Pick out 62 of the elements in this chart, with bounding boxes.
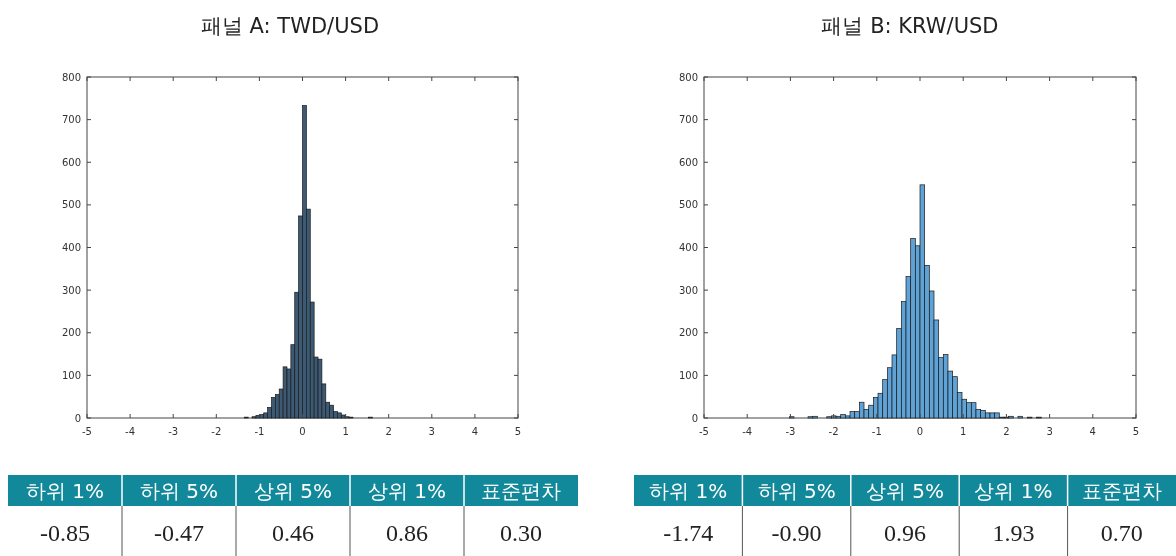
x-tick-label: 0 [299,426,306,437]
category-label: 상위 5% [253,479,333,503]
y-tick-label: 100 [61,369,81,381]
x-tick-label: -3 [168,426,179,437]
y-tick-label: 0 [74,412,81,424]
data-label: 0.96 [884,520,926,546]
chart-title: 패널 A: TWD/USD [200,14,380,38]
x-tick-label: -1 [871,426,882,437]
y-tick-label: 300 [61,284,81,296]
x-tick-label: -1 [254,426,265,437]
y-tick-label: 500 [678,199,698,211]
x-tick-label: 5 [514,426,522,437]
x-tick-label: 0 [916,426,924,437]
x-tick-label: 1 [342,426,349,437]
category-label: 하위 1% [25,479,105,503]
category-label: 표준편차 [1081,479,1162,503]
data-label: 0.46 [272,520,314,546]
y-tick-label: 300 [678,284,698,296]
category-label: 하위 5% [139,479,219,503]
x-tick-label: 3 [1046,426,1053,437]
data-label: 0.70 [1100,520,1143,546]
chart-title: 패널 B: KRW/USD [821,14,999,38]
x-tick-label: -4 [125,426,136,437]
x-tick-label: 2 [385,426,392,437]
y-tick-label: 200 [678,327,698,339]
category-label: 표준편차 [481,479,561,503]
x-tick-label: 2 [1003,426,1010,437]
x-tick-label: -2 [828,426,839,437]
x-tick-label: -2 [211,426,222,437]
y-tick-label: 500 [61,199,81,211]
y-tick-label: 400 [678,242,698,253]
data-label: 0.86 [386,520,428,546]
data-label: -1.74 [663,520,714,546]
y-tick-label: 200 [61,327,81,339]
y-tick-label: 400 [61,242,81,253]
category-label: 상위 5% [865,479,945,503]
y-tick-label: 600 [61,156,81,168]
category-label: 하위 1% [649,479,728,503]
x-tick-label: -5 [82,426,92,437]
data-label: -0.85 [40,520,90,546]
data-label: -0.47 [154,520,204,546]
y-tick-label: 600 [678,156,698,168]
y-tick-label: 700 [678,114,698,126]
data-label: 0.30 [500,520,542,546]
x-tick-label: -4 [742,426,753,437]
x-tick-label: -5 [699,426,709,437]
x-tick-label: 3 [428,426,435,437]
x-tick-label: -3 [785,426,796,437]
y-tick-label: 100 [678,369,698,381]
category-label: 상위 1% [974,479,1053,503]
y-tick-label: 800 [61,71,81,83]
x-tick-label: 5 [1132,426,1140,437]
y-tick-label: 700 [61,114,81,126]
y-tick-label: 800 [678,71,698,83]
data-label: 1.93 [992,520,1035,546]
category-label: 상위 1% [367,479,447,503]
x-tick-label: 1 [960,426,967,437]
y-tick-label: 0 [691,412,698,424]
category-label: 하위 5% [757,479,836,503]
x-tick-label: 4 [1089,426,1096,437]
data-label: -0.90 [771,520,822,546]
x-tick-label: 4 [471,426,479,437]
